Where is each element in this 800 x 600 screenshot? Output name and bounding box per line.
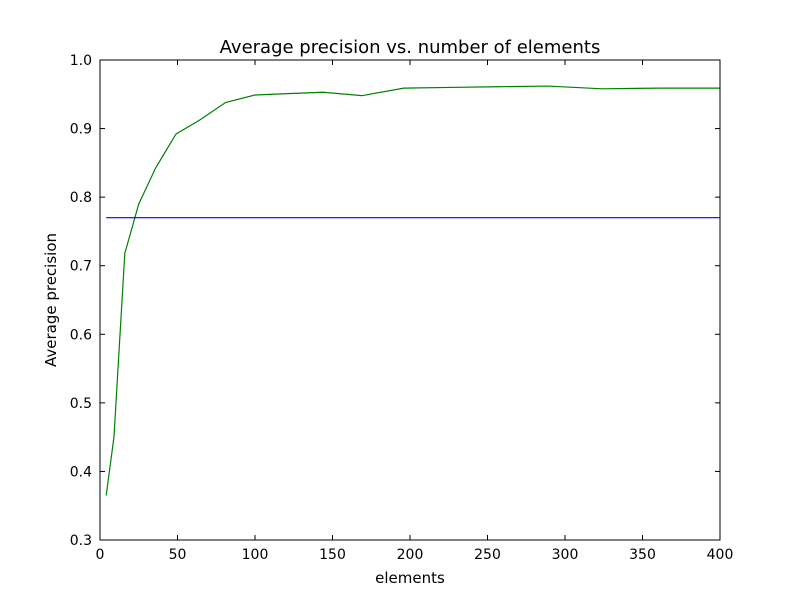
- y-tick-label: 0.7: [70, 259, 92, 275]
- series-layer: [105, 85, 720, 496]
- y-tick-label: 0.3: [70, 533, 92, 549]
- ticks-layer: 0 50 100 150 200 250 300 350 400 0.3 0.4 0.5 0.6 0.7 0…: [70, 53, 734, 563]
- y-tick-label: 0.8: [70, 190, 92, 206]
- y-tick-label: 0.4: [70, 464, 92, 480]
- plot-frame: [99, 59, 721, 541]
- x-tick-label: 350: [629, 547, 656, 563]
- x-tick-label: 250: [474, 547, 501, 563]
- y-axis-label: Average precision: [42, 233, 60, 367]
- series-line-1: [105, 85, 720, 496]
- chart-title: Average precision vs. number of elements: [220, 37, 601, 58]
- y-tick-label: 0.6: [70, 327, 92, 343]
- x-tick-label: 50: [169, 547, 187, 563]
- x-axis-label: elements: [375, 569, 445, 587]
- x-tick-label: 0: [96, 547, 105, 563]
- x-tick-label: 300: [552, 547, 579, 563]
- y-tick-label: 0.5: [70, 396, 92, 412]
- x-tick-label: 100: [242, 547, 269, 563]
- x-tick-label: 150: [319, 547, 346, 563]
- x-tick-label: 400: [707, 547, 734, 563]
- y-tick-label: 0.9: [70, 122, 92, 138]
- x-tick-label: 200: [397, 547, 424, 563]
- y-tick-label: 1.0: [70, 53, 92, 69]
- plot-area: [100, 60, 720, 540]
